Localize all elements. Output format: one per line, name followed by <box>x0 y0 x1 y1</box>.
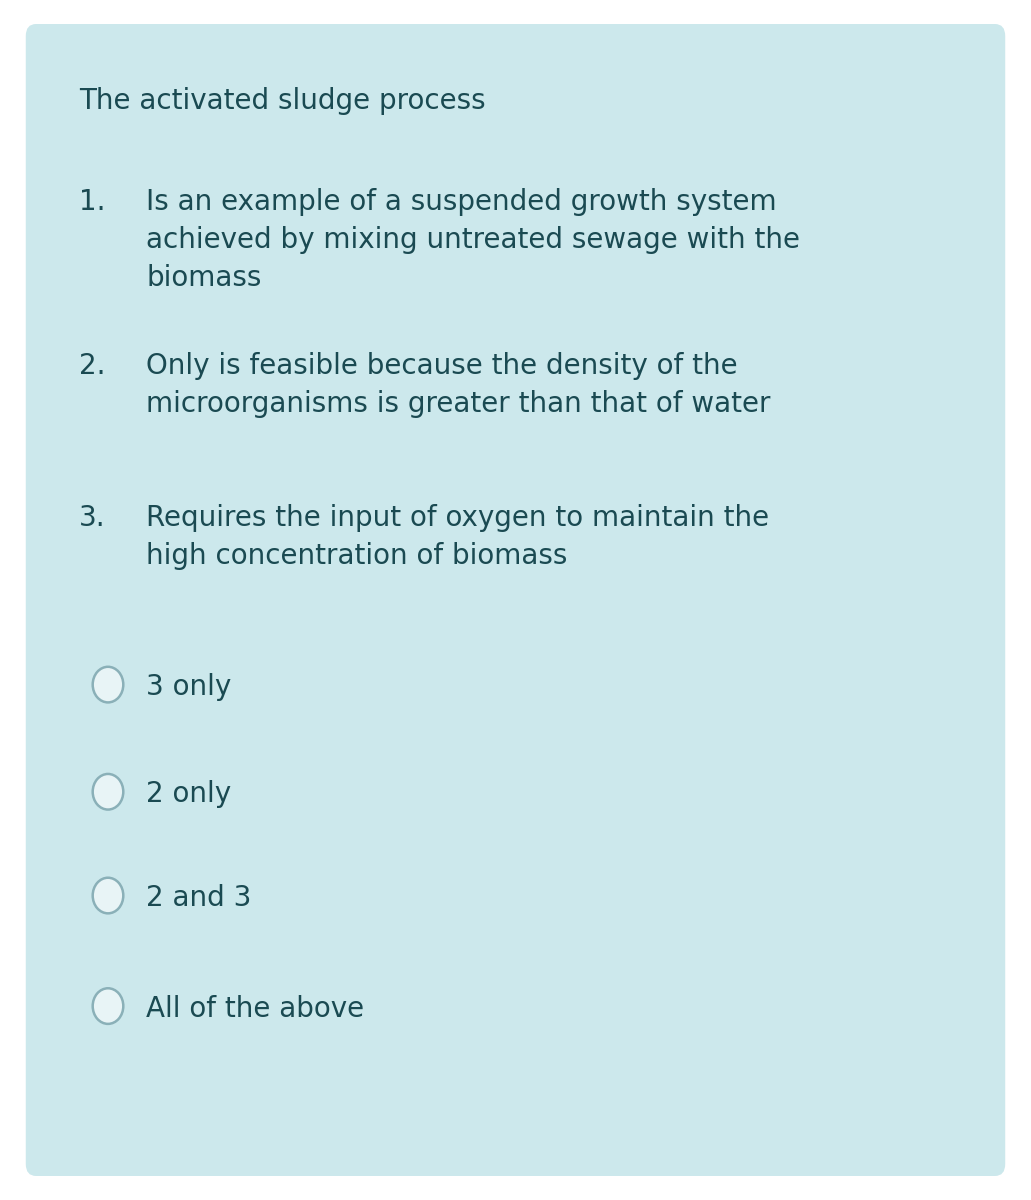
Text: Requires the input of oxygen to maintain the
high concentration of biomass: Requires the input of oxygen to maintain… <box>146 504 769 570</box>
Text: 2 and 3: 2 and 3 <box>146 884 252 912</box>
Text: 1.: 1. <box>79 188 106 216</box>
Text: Is an example of a suspended growth system
achieved by mixing untreated sewage w: Is an example of a suspended growth syst… <box>146 188 800 292</box>
Text: All of the above: All of the above <box>146 995 365 1022</box>
Text: 3.: 3. <box>79 504 106 532</box>
Text: 2 only: 2 only <box>146 780 232 809</box>
Text: 2.: 2. <box>79 352 106 380</box>
Text: Only is feasible because the density of the
microorganisms is greater than that : Only is feasible because the density of … <box>146 352 771 418</box>
Text: 3 only: 3 only <box>146 673 232 701</box>
Text: The activated sludge process: The activated sludge process <box>79 86 486 115</box>
